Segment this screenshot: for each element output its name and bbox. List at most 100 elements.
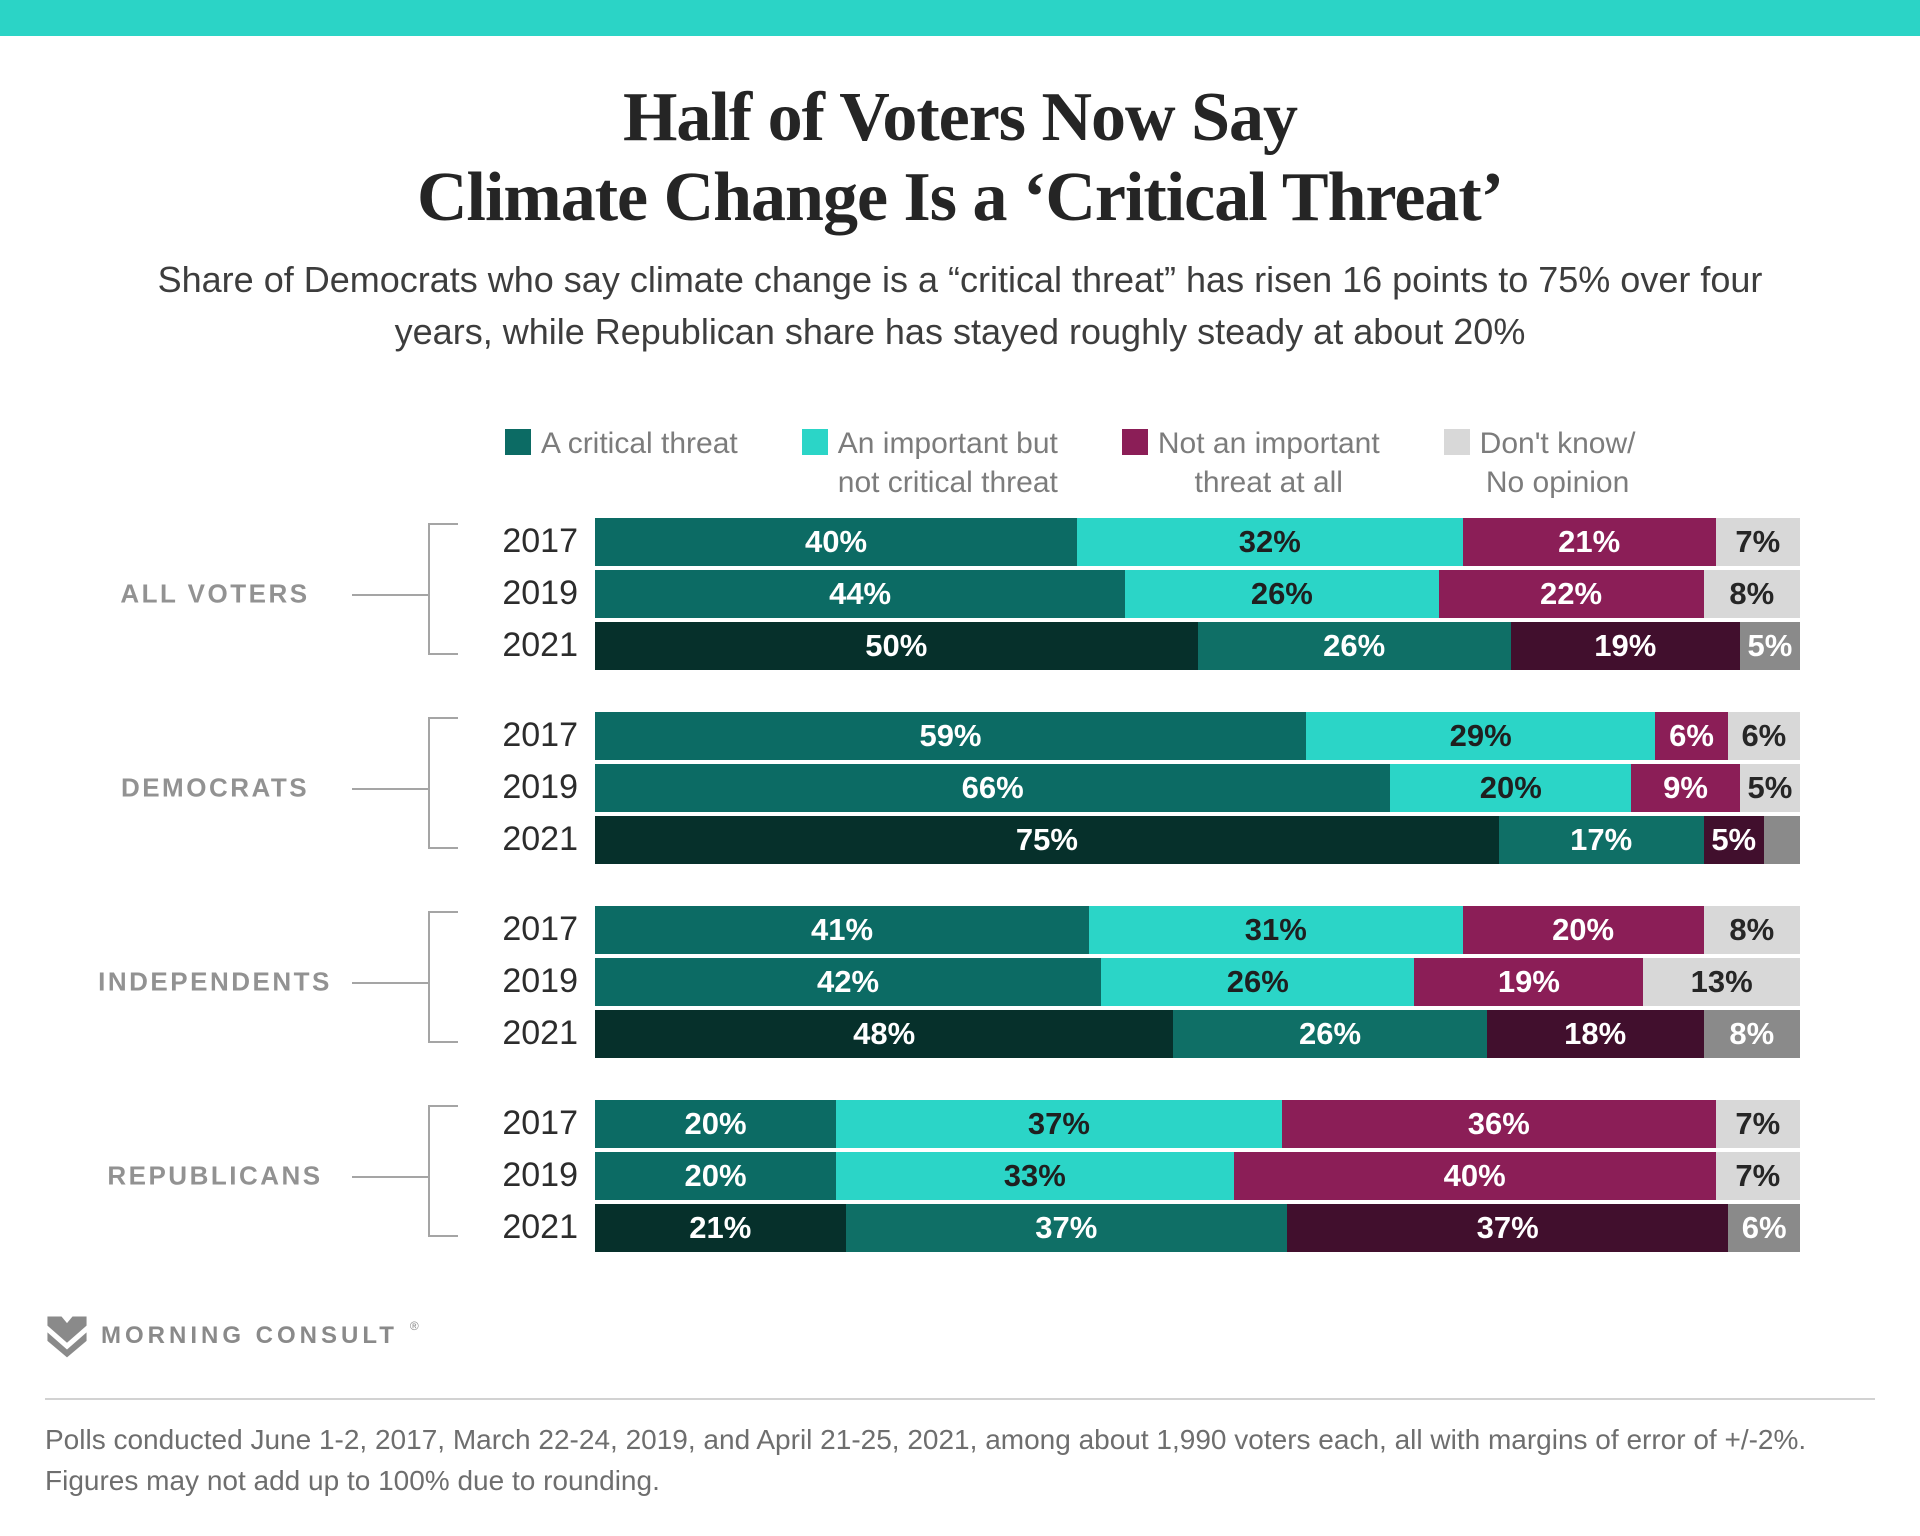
- segment-not-important: 9%: [1631, 763, 1740, 812]
- stacked-bar-chart: ALL VOTERS 2017 40% 32% 21% 7% 2019 44% 26% 22% 8%…: [0, 517, 1920, 1252]
- segment-important: 31%: [1089, 905, 1463, 954]
- year-label-2019: 2019: [502, 962, 578, 1001]
- segment-important: 37%: [845, 1203, 1287, 1252]
- brand-name: MORNING CONSULT: [101, 1321, 398, 1349]
- group-left-democrats: DEMOCRATS: [0, 712, 497, 864]
- legend-swatch-dont-know: [1443, 428, 1470, 455]
- group-bracket: [428, 522, 458, 655]
- segment-dont-know: 7%: [1715, 1099, 1800, 1148]
- bar-row-democrats-2017: 2017 59% 29% 6% 6%: [497, 711, 1800, 760]
- stacked-bar-independents-2021: 48% 26% 18% 8%: [595, 1009, 1801, 1058]
- footer: MORNING CONSULT ® Polls conducted June 1…: [45, 1314, 1875, 1501]
- segment-dont-know: 8%: [1703, 1009, 1801, 1058]
- segment-important: 26%: [1197, 621, 1511, 670]
- segment-dont-know: 5%: [1739, 621, 1800, 670]
- legend-label-dont-know: Don't know/No opinion: [1479, 426, 1636, 499]
- segment-critical: 48%: [595, 1009, 1174, 1058]
- segment-not-important: 36%: [1281, 1099, 1716, 1148]
- segment-critical: 42%: [595, 957, 1102, 1006]
- group-left-all-voters: ALL VOTERS: [0, 518, 497, 670]
- bar-row-republicans-2017: 2017 20% 37% 36% 7%: [497, 1099, 1800, 1148]
- bar-row-independents-2021: 2021 48% 26% 18% 8%: [497, 1009, 1801, 1058]
- footer-divider: [45, 1397, 1875, 1400]
- group-label-republicans: REPUBLICANS: [107, 1160, 323, 1191]
- subtitle: Share of Democrats who say climate chang…: [157, 258, 1763, 352]
- morning-consult-logo-icon: [47, 1316, 87, 1358]
- group-all-voters: ALL VOTERS 2017 40% 32% 21% 7% 2019 44% 26% 22% 8%…: [0, 517, 1920, 670]
- year-label-2019: 2019: [502, 1156, 578, 1195]
- bar-row-democrats-2021: 2021 75% 17% 5%: [497, 815, 1800, 864]
- year-label-2021: 2021: [502, 1208, 578, 1247]
- legend-label-not-important: Not an important threat at all: [1157, 426, 1380, 499]
- segment-critical: 50%: [595, 621, 1198, 670]
- bracket-connector: [352, 981, 430, 984]
- segment-dont-know: 13%: [1643, 957, 1800, 1006]
- legend-label-critical: A critical threat: [541, 426, 738, 460]
- segment-important: 26%: [1101, 957, 1415, 1006]
- bar-row-all-voters-2021: 2021 50% 26% 19% 5%: [497, 621, 1800, 670]
- segment-not-important: 6%: [1655, 711, 1728, 760]
- segment-important: 26%: [1125, 569, 1439, 618]
- segment-important: 37%: [836, 1099, 1282, 1148]
- rows-all-voters: 2017 40% 32% 21% 7% 2019 44% 26% 22% 8% 2021 50% 26%…: [497, 517, 1800, 670]
- stacked-bar-independents-2017: 41% 31% 20% 8%: [595, 905, 1800, 954]
- group-bracket: [428, 716, 458, 849]
- legend-item-not-important: Not an important threat at all: [1121, 424, 1380, 502]
- page-title: Half of Voters Now Say Climate Change Is…: [0, 78, 1920, 238]
- segment-critical: 66%: [595, 763, 1391, 812]
- segment-critical: 40%: [595, 517, 1077, 566]
- segment-important: 29%: [1305, 711, 1656, 760]
- segment-not-important: 22%: [1438, 569, 1704, 618]
- segment-critical: 41%: [595, 905, 1090, 954]
- stacked-bar-democrats-2021: 75% 17% 5%: [595, 815, 1800, 864]
- bar-row-independents-2017: 2017 41% 31% 20% 8%: [497, 905, 1800, 954]
- stacked-bar-all-voters-2019: 44% 26% 22% 8%: [595, 569, 1800, 618]
- legend-swatch-important: [801, 428, 828, 455]
- bar-row-democrats-2019: 2019 66% 20% 9% 5%: [497, 763, 1800, 812]
- year-label-2017: 2017: [502, 522, 578, 561]
- legend: A critical threat An important but not cri…: [505, 424, 1920, 502]
- segment-dont-know: 8%: [1703, 905, 1800, 954]
- group-independents: INDEPENDENTS 2017 41% 31% 20% 8% 2019 42% 26% 19%…: [0, 905, 1920, 1058]
- segment-not-important: 5%: [1703, 815, 1764, 864]
- group-bracket: [428, 1104, 458, 1237]
- title-line-1: Half of Voters Now Say: [622, 79, 1298, 156]
- registered-trademark: ®: [409, 1318, 419, 1333]
- segment-dont-know: 7%: [1715, 1151, 1800, 1200]
- segment-not-important: 19%: [1414, 957, 1644, 1006]
- segment-critical: 75%: [595, 815, 1499, 864]
- segment-not-important: 21%: [1462, 517, 1716, 566]
- bar-row-republicans-2019: 2019 20% 33% 40% 7%: [497, 1151, 1800, 1200]
- segment-dont-know: 7%: [1715, 517, 1800, 566]
- bracket-connector: [352, 1175, 430, 1178]
- segment-not-important: 20%: [1462, 905, 1704, 954]
- segment-important: 33%: [836, 1151, 1234, 1200]
- year-label-2017: 2017: [502, 1104, 578, 1143]
- group-bracket: [428, 910, 458, 1043]
- group-left-independents: INDEPENDENTS: [0, 906, 497, 1058]
- year-label-2017: 2017: [502, 910, 578, 949]
- group-label-democrats: DEMOCRATS: [120, 772, 310, 803]
- group-label-independents: INDEPENDENTS: [98, 966, 332, 997]
- legend-swatch-not-important: [1121, 428, 1148, 455]
- segment-not-important: 37%: [1286, 1203, 1729, 1252]
- stacked-bar-republicans-2019: 20% 33% 40% 7%: [595, 1151, 1800, 1200]
- year-label-2019: 2019: [502, 574, 578, 613]
- segment-critical: 59%: [595, 711, 1306, 760]
- bracket-connector: [352, 787, 430, 790]
- segment-critical: 21%: [595, 1203, 846, 1252]
- segment-not-important: 18%: [1486, 1009, 1704, 1058]
- segment-dont-know: 5%: [1739, 763, 1800, 812]
- segment-dont-know: 6%: [1728, 1203, 1800, 1252]
- brand-lockup: MORNING CONSULT ®: [45, 1314, 1875, 1358]
- segment-critical: 20%: [595, 1151, 836, 1200]
- segment-important: 20%: [1390, 763, 1632, 812]
- legend-swatch-critical: [505, 428, 531, 455]
- group-left-republicans: REPUBLICANS: [0, 1100, 497, 1252]
- segment-important: 32%: [1077, 517, 1463, 566]
- legend-item-dont-know: Don't know/No opinion: [1443, 424, 1636, 502]
- stacked-bar-independents-2019: 42% 26% 19% 13%: [595, 957, 1800, 1006]
- segment-dont-know: [1763, 815, 1800, 864]
- group-democrats: DEMOCRATS 2017 59% 29% 6% 6% 2019 66% 20% 9% 5% 202…: [0, 711, 1920, 864]
- title-line-2: Climate Change Is a ‘Critical Threat’: [416, 158, 1504, 236]
